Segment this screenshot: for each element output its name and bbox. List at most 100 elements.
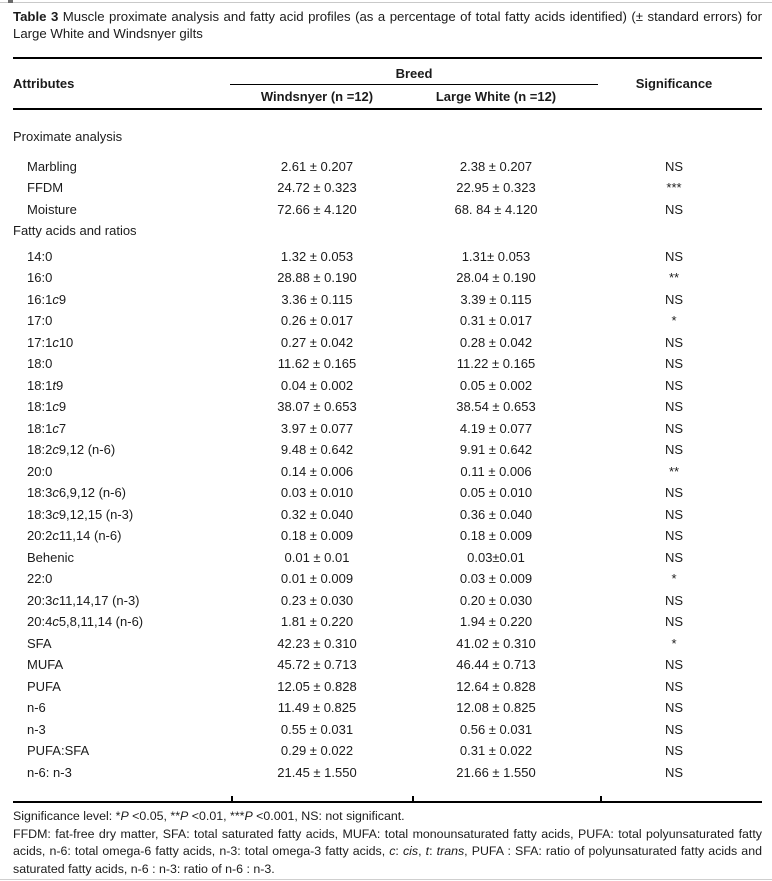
attribute-label: PUFA:SFA — [27, 743, 90, 758]
attribute-label: 20:2c11,14 (n-6) — [27, 528, 122, 543]
column-divider-tick — [412, 796, 414, 801]
table-bottom-rule — [13, 796, 762, 803]
attribute-label: SFA — [27, 635, 52, 651]
significance-value: NS — [664, 485, 684, 500]
table-row: n-6 11.49 ± 0.825 12.08 ± 0.825 NS — [13, 697, 762, 719]
large-white-value: 0.03 ± 0.009 — [459, 571, 533, 586]
significance-value: * — [671, 571, 677, 586]
significance-value: NS — [664, 743, 684, 758]
large-white-value: 0.36 ± 0.040 — [459, 506, 533, 522]
large-white-value: 0.05 ± 0.002 — [459, 377, 533, 393]
significance-value: NS — [664, 657, 684, 672]
attribute-label: Behenic — [27, 549, 74, 565]
windsnyer-value: 0.29 ± 0.022 — [280, 743, 354, 758]
table-header: Attributes Breed Significance Windsnyer … — [13, 57, 762, 110]
significance-value: NS — [664, 764, 684, 780]
attribute-label: 20:4c5,8,11,14 (n-6) — [27, 614, 144, 629]
section-row: Proximate analysis — [13, 126, 762, 148]
large-white-value: 11.22 ± 0.165 — [456, 356, 536, 371]
large-white-value: 3.39 ± 0.115 — [460, 291, 532, 307]
windsnyer-value: 28.88 ± 0.190 — [277, 270, 357, 285]
attribute-label: 17:1c10 — [27, 334, 74, 350]
table-row: 20:3c11,14,17 (n-3) 0.23 ± 0.030 0.20 ± 0.… — [13, 590, 762, 612]
large-white-value: 12.08 ± 0.825 — [456, 700, 536, 715]
table-row: 18:1t9 0.04 ± 0.002 0.05 ± 0.002 NS — [13, 375, 762, 397]
windsnyer-value: 24.72 ± 0.323 — [277, 180, 357, 195]
table-row: 18:0 11.62 ± 0.165 11.22 ± 0.165 NS — [13, 353, 762, 375]
table-row: Behenic 0.01 ± 0.01 0.03±0.01 NS — [13, 547, 762, 569]
large-white-value: 4.19 ± 0.077 — [459, 420, 533, 436]
table-row: 20:2c11,14 (n-6) 0.18 ± 0.009 0.18 ± 0.009… — [13, 525, 762, 547]
windsnyer-value: 9.48 ± 0.642 — [280, 442, 354, 457]
attribute-label: 22:0 — [27, 571, 53, 586]
table-row: 17:1c10 0.27 ± 0.042 0.28 ± 0.042 NS — [13, 332, 762, 354]
table-row: 16:0 28.88 ± 0.190 28.04 ± 0.190 ** — [13, 267, 762, 289]
windsnyer-value: 3.36 ± 0.115 — [281, 291, 353, 307]
significance-value: NS — [664, 592, 684, 608]
attribute-label: MUFA — [27, 657, 64, 672]
significance-value: NS — [664, 201, 684, 217]
attribute-label: 17:0 — [27, 313, 53, 328]
significance-value: NS — [664, 614, 684, 629]
significance-value: NS — [664, 506, 684, 522]
attribute-label: n-6 — [27, 700, 46, 715]
windsnyer-value: 2.61 ± 0.207 — [280, 158, 354, 174]
table-row: 18:3c6,9,12 (n-6) 0.03 ± 0.010 0.05 ± 0.01… — [13, 482, 762, 504]
windsnyer-value: 38.07 ± 0.653 — [277, 399, 357, 414]
attribute-label: 18:3c9,12,15 (n-3) — [27, 506, 134, 522]
significance-value: * — [671, 313, 677, 328]
large-white-value: 0.05 ± 0.010 — [459, 485, 533, 500]
windsnyer-value: 1.32 ± 0.053 — [280, 248, 354, 264]
table-row: PUFA 12.05 ± 0.828 12.64 ± 0.828 NS — [13, 676, 762, 698]
windsnyer-value: 0.55 ± 0.031 — [280, 721, 354, 737]
windsnyer-value: 0.01 ± 0.009 — [280, 571, 354, 586]
large-white-value: 21.66 ± 1.550 — [456, 764, 536, 780]
attribute-label: n-6: n-3 — [27, 764, 72, 780]
attribute-label: Fatty acids and ratios — [13, 223, 137, 238]
table-row: 18:1c7 3.97 ± 0.077 4.19 ± 0.077 NS — [13, 418, 762, 440]
windsnyer-value: 11.49 ± 0.825 — [277, 700, 357, 715]
large-white-value: 0.20 ± 0.030 — [459, 592, 533, 608]
windsnyer-value: 0.18 ± 0.009 — [280, 528, 354, 543]
windsnyer-value: 45.72 ± 0.713 — [277, 657, 357, 672]
large-white-value: 41.02 ± 0.310 — [456, 635, 536, 651]
table-row: MUFA 45.72 ± 0.713 46.44 ± 0.713 NS — [13, 654, 762, 676]
attribute-label: Marbling — [27, 158, 77, 174]
significance-value: NS — [664, 678, 684, 694]
cropped-bottom-rule — [0, 879, 772, 880]
attribute-label: Proximate analysis — [13, 129, 123, 144]
table-row: 14:0 1.32 ± 0.053 1.31± 0.053 NS — [13, 246, 762, 268]
table-row: Marbling 2.61 ± 0.207 2.38 ± 0.207 NS — [13, 156, 762, 178]
windsnyer-value: 0.14 ± 0.006 — [280, 463, 354, 479]
significance-value: NS — [664, 356, 684, 371]
large-white-value: 0.11 ± 0.006 — [460, 463, 532, 479]
large-white-value: 28.04 ± 0.190 — [456, 270, 536, 285]
table-row: 20:4c5,8,11,14 (n-6) 1.81 ± 0.220 1.94 ± 0… — [13, 611, 762, 633]
large-white-value: 0.28 ± 0.042 — [459, 334, 533, 350]
attribute-label: 18:1c9 — [27, 399, 67, 414]
attribute-label: Moisture — [27, 201, 77, 217]
header-large-white: Large White (n =12) — [435, 89, 557, 104]
attribute-label: 18:3c6,9,12 (n-6) — [27, 485, 127, 500]
table-caption: Table 3 Muscle proximate analysis and fa… — [13, 9, 762, 41]
table-row: 20:0 0.14 ± 0.006 0.11 ± 0.006 ** — [13, 461, 762, 483]
significance-value: NS — [664, 158, 684, 174]
large-white-value: 12.64 ± 0.828 — [456, 678, 536, 694]
table-row: n-6: n-3 21.45 ± 1.550 21.66 ± 1.550 NS — [13, 762, 762, 784]
windsnyer-value: 0.32 ± 0.040 — [280, 506, 354, 522]
header-windsnyer: Windsnyer (n =12) — [260, 89, 374, 104]
significance-value: NS — [664, 549, 684, 565]
table-row: FFDM 24.72 ± 0.323 22.95 ± 0.323 *** — [13, 177, 762, 199]
attribute-label: 18:1t9 — [27, 377, 64, 393]
large-white-value: 0.18 ± 0.009 — [459, 528, 533, 543]
attribute-label: 16:0 — [27, 270, 53, 285]
table-row: 18:2c9,12 (n-6) 9.48 ± 0.642 9.91 ± 0.642 N… — [13, 439, 762, 461]
large-white-value: 0.31 ± 0.022 — [459, 743, 533, 758]
section-row: Fatty acids and ratios — [13, 220, 762, 242]
footnotes: Significance level: *P <0.05, **P <0.01,… — [13, 808, 762, 878]
significance-value: NS — [664, 420, 684, 436]
large-white-value: 2.38 ± 0.207 — [459, 158, 533, 174]
windsnyer-value: 42.23 ± 0.310 — [277, 635, 357, 651]
table-row: 18:1c9 38.07 ± 0.653 38.54 ± 0.653 NS — [13, 396, 762, 418]
large-white-value: 0.56 ± 0.031 — [459, 721, 533, 737]
